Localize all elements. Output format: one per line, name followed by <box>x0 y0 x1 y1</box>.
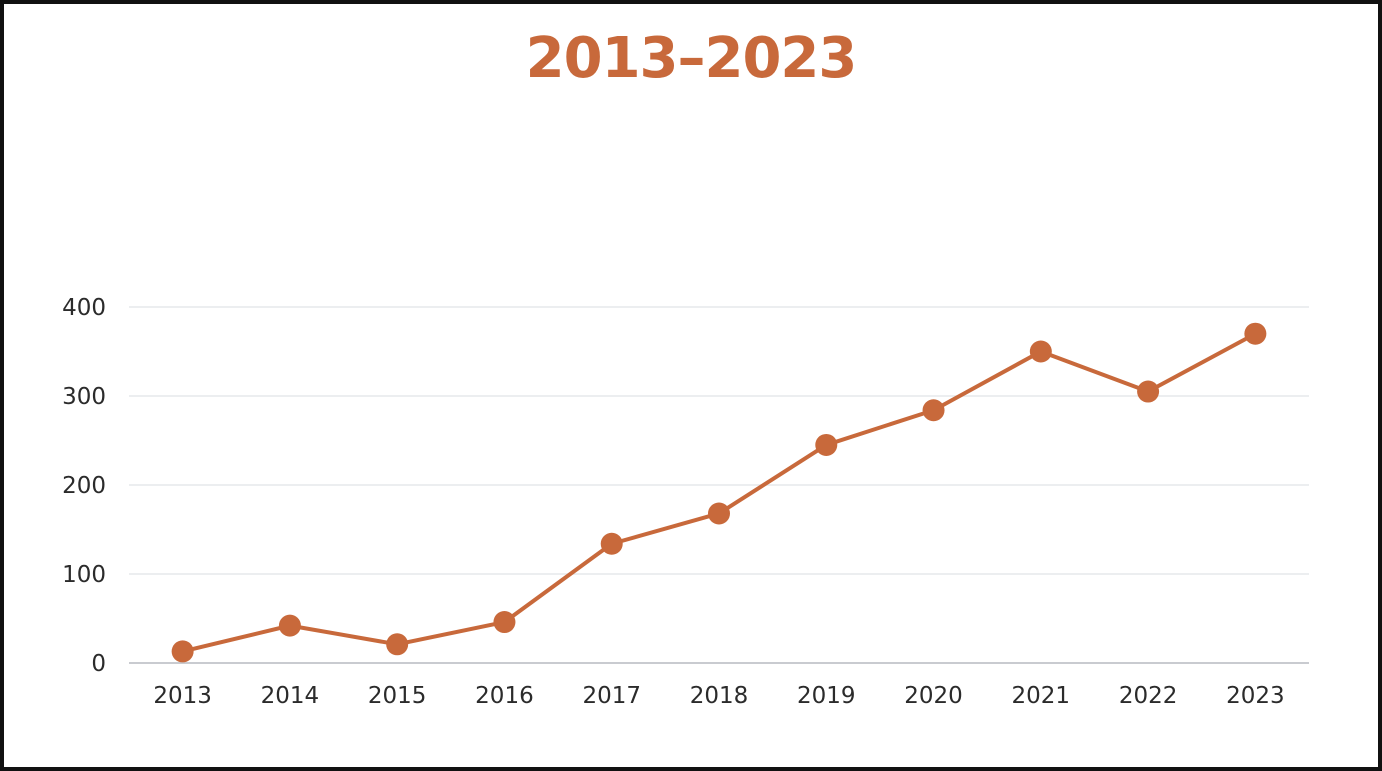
data-point-2016 <box>493 611 516 634</box>
x-tick-label: 2021 <box>1012 683 1071 709</box>
x-axis-tick-labels: 2013 2014 2015 2016 2017 2018 2019 2020 2021 2022… <box>153 683 1284 709</box>
x-tick-label: 2018 <box>690 683 749 709</box>
data-point-2013 <box>171 640 194 663</box>
data-point-2015 <box>386 633 409 656</box>
x-tick-label: 2015 <box>368 683 427 709</box>
series-line <box>180 331 1258 654</box>
series-line-path <box>180 331 1258 654</box>
gridlines <box>129 306 1309 664</box>
y-tick-label: 300 <box>62 384 106 410</box>
y-axis-tick-labels: 0 100 200 300 400 <box>62 295 106 677</box>
data-point-2022 <box>1137 380 1160 403</box>
x-tick-label: 2014 <box>261 683 320 709</box>
x-tick-label: 2020 <box>904 683 963 709</box>
data-point-2017 <box>600 532 623 555</box>
x-tick-label: 2022 <box>1119 683 1178 709</box>
y-tick-label: 100 <box>62 562 106 588</box>
data-point-markers <box>171 322 1267 663</box>
data-point-2021 <box>1029 340 1052 363</box>
data-point-2020 <box>922 399 945 422</box>
y-tick-label: 0 <box>91 651 106 677</box>
x-tick-label: 2017 <box>582 683 641 709</box>
y-tick-label: 200 <box>62 473 106 499</box>
x-tick-label: 2016 <box>475 683 534 709</box>
y-tick-label: 400 <box>62 295 106 321</box>
x-tick-label: 2019 <box>797 683 856 709</box>
chart-title: 2013–2023 <box>525 26 858 91</box>
data-point-2018 <box>708 502 730 525</box>
data-point-2014 <box>278 614 301 637</box>
x-tick-label: 2013 <box>153 683 212 709</box>
data-point-2019 <box>815 433 838 456</box>
data-point-2023 <box>1244 322 1267 345</box>
x-tick-label: 2023 <box>1226 683 1285 709</box>
